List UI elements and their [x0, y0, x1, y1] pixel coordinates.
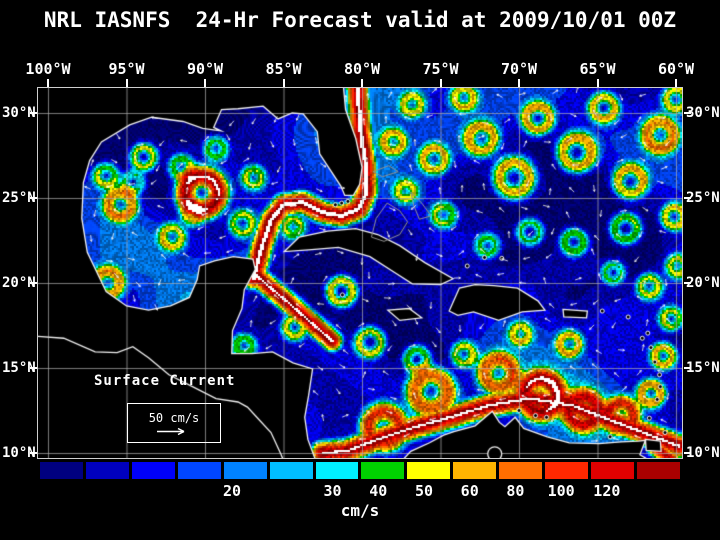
colorbar-tick-label: 20: [222, 482, 242, 500]
lon-tick-mark: [282, 79, 285, 87]
lat-tick-mark-left: [30, 282, 37, 284]
lat-tick-mark-left: [30, 452, 37, 454]
lat-tick-label-left: 10°N: [2, 445, 36, 461]
colorbar-segment: [40, 462, 83, 479]
colorbar-tick-label: 40: [369, 482, 388, 500]
lat-tick-mark-left: [30, 197, 37, 199]
colorbar-segment: [315, 462, 359, 479]
lon-tick-label: 75°W: [422, 60, 459, 78]
lon-tick-label: 85°W: [265, 60, 302, 78]
lat-tick-label-left: 30°N: [2, 105, 36, 121]
lat-tick-label-right: 10°N: [686, 445, 720, 461]
lon-tick-mark: [361, 79, 363, 87]
colorbar-tick-label: 60: [460, 482, 479, 500]
colorbar-tick-label: 50: [414, 482, 434, 500]
lon-tick-label: 95°W: [108, 60, 145, 78]
colorbar-segment: [545, 462, 589, 479]
colorbar-segment: [591, 462, 634, 479]
colorbar-segment: [269, 462, 313, 479]
scale-label: 50 cm/s: [148, 410, 200, 425]
lon-tick-mark: [439, 79, 442, 87]
colorbar: [40, 462, 680, 479]
plot-title: NRL IASNFS 24-Hr Forecast valid at 2009/…: [43, 8, 677, 32]
lat-tick-label-right: 20°N: [686, 275, 720, 291]
lon-tick-label: 65°W: [579, 60, 616, 78]
colorbar-segment: [453, 462, 497, 479]
lon-tick-mark: [596, 79, 599, 87]
lat-tick-label-left: 15°N: [2, 360, 36, 376]
scale-box: 50 cm/s: [127, 403, 221, 443]
lat-tick-label-left: 20°N: [2, 275, 36, 291]
lat-tick-label-right: 30°N: [686, 105, 720, 121]
lat-tick-mark-right: [684, 367, 691, 369]
lon-tick-mark: [204, 79, 206, 87]
colorbar-tick-label: 30: [323, 482, 342, 500]
lat-tick-label-left: 25°N: [2, 190, 36, 206]
lat-tick-mark-left: [30, 112, 37, 114]
colorbar-segment: [407, 462, 451, 479]
colorbar-segment: [223, 462, 267, 479]
lon-tick-mark: [518, 79, 520, 87]
colorbar-tick-label: 120: [593, 482, 621, 500]
lon-tick-label: 80°W: [343, 60, 381, 78]
map-area: Surface Current 50 cm/s: [37, 87, 683, 459]
scale-arrow-icon: [157, 427, 185, 435]
lon-tick-label: 100°W: [25, 60, 71, 78]
lon-tick-mark: [125, 79, 128, 87]
colorbar-unit-label: cm/s: [340, 501, 380, 520]
lat-tick-mark-right: [684, 282, 691, 284]
lat-tick-label-right: 25°N: [686, 190, 720, 206]
lon-tick-label: 60°W: [657, 60, 695, 78]
surface-current-label: Surface Current: [94, 373, 236, 389]
lat-tick-label-right: 15°N: [686, 360, 720, 376]
lon-tick-label: 70°W: [500, 60, 538, 78]
lat-tick-mark-left: [30, 367, 37, 369]
lon-tick-mark: [47, 79, 49, 87]
colorbar-segment: [361, 462, 405, 479]
colorbar-segment: [636, 462, 680, 479]
colorbar-segment: [85, 462, 129, 479]
colorbar-segment: [177, 462, 221, 479]
lon-tick-mark: [675, 79, 677, 87]
colorbar-tick-label: 80: [506, 482, 525, 500]
lon-tick-label: 90°W: [186, 60, 224, 78]
lat-tick-mark-right: [684, 452, 691, 454]
lat-tick-mark-right: [684, 112, 691, 114]
lat-tick-mark-right: [684, 197, 691, 199]
colorbar-segment: [499, 462, 543, 479]
colorbar-segment: [131, 462, 175, 479]
surface-current-field: [38, 88, 682, 458]
colorbar-tick-label: 100: [547, 482, 575, 500]
